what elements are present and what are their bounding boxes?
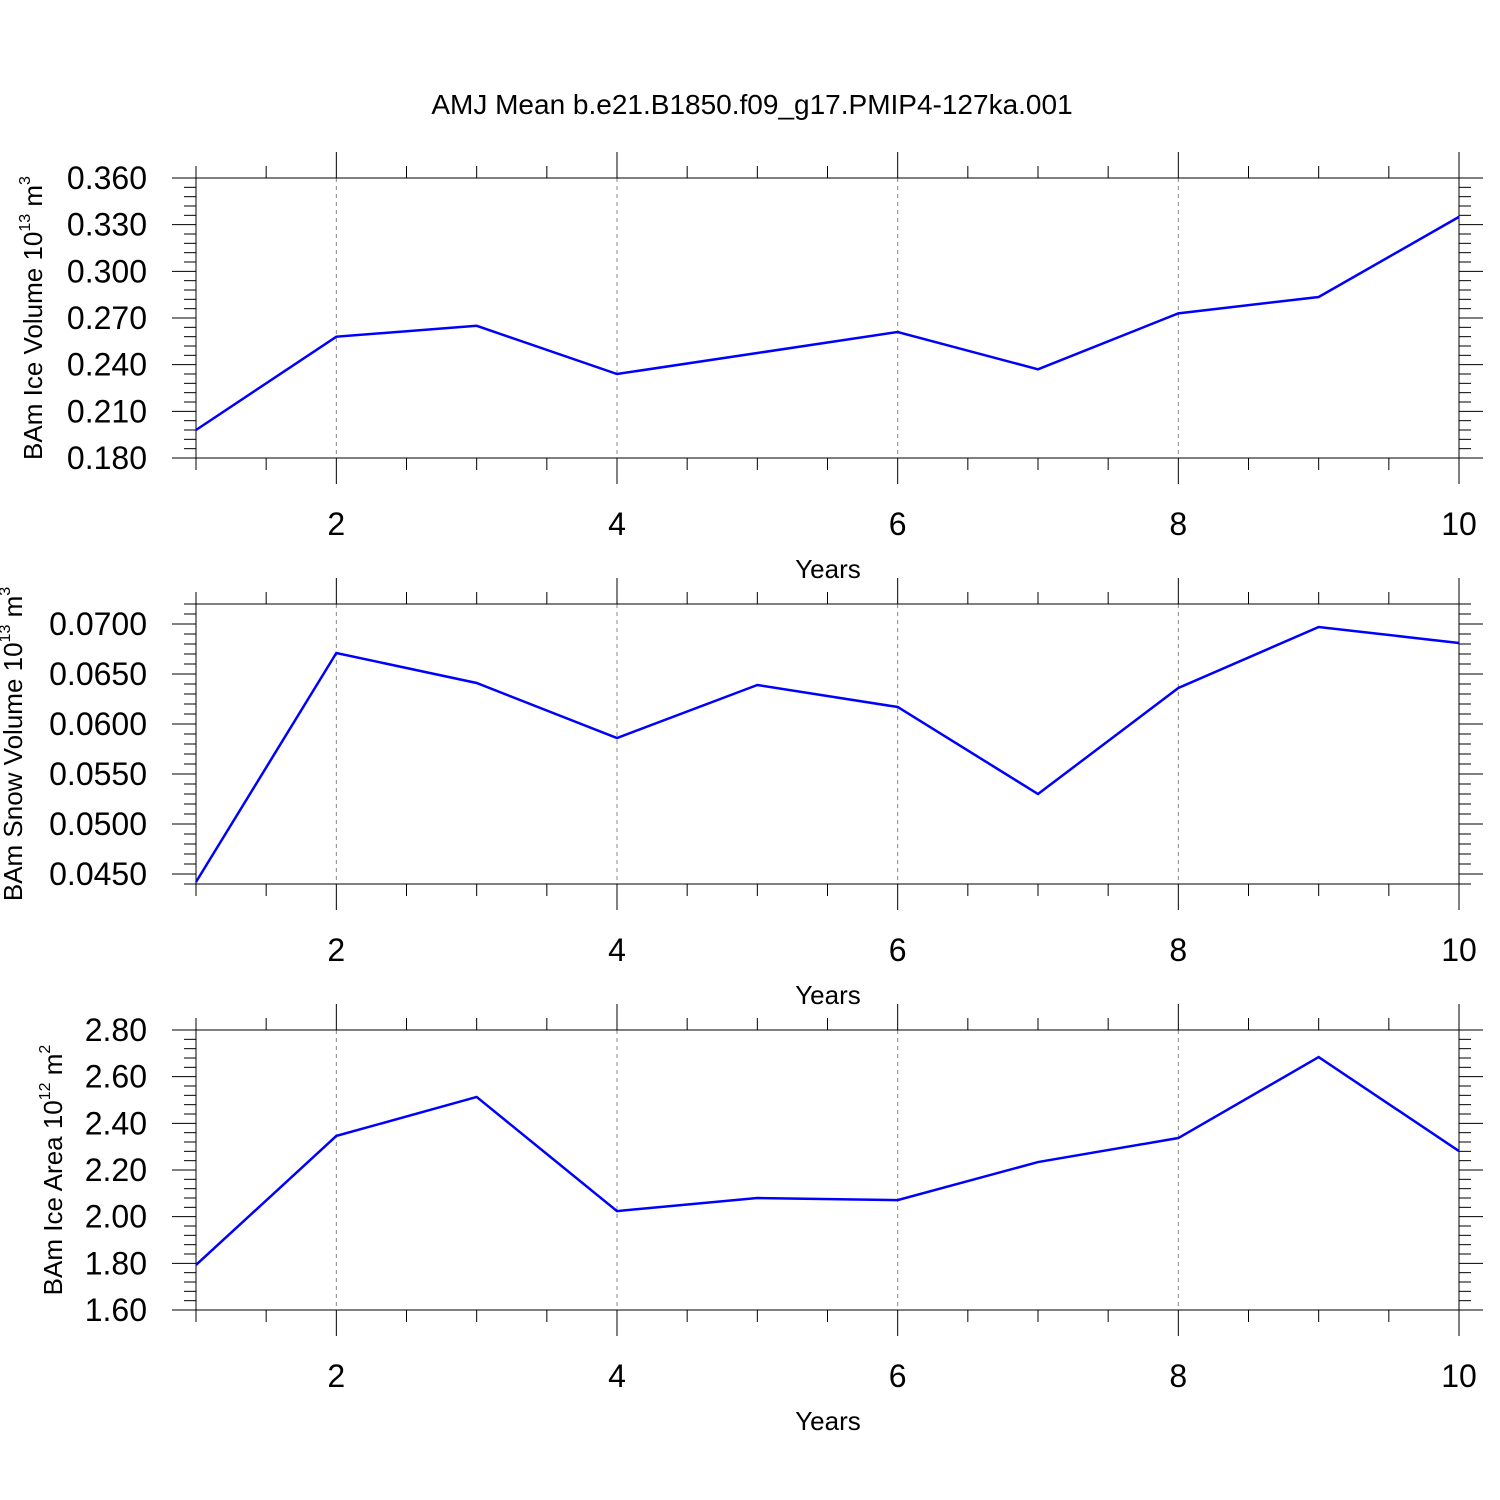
chart-title: AMJ Mean b.e21.B1850.f09_g17.PMIP4-127ka… <box>431 89 1072 120</box>
y-label-unit: m <box>18 185 48 214</box>
y-tick-label: 0.240 <box>67 347 147 383</box>
y-label-unit: m <box>0 596 28 625</box>
x-tick-label: 10 <box>1441 506 1477 542</box>
y-label-exponent: 13 <box>17 214 34 232</box>
x-tick-label: 10 <box>1441 932 1477 968</box>
y-label-unit-exponent: 3 <box>17 176 34 185</box>
y-label-unit: m <box>38 1054 68 1083</box>
x-tick-label: 4 <box>608 506 626 542</box>
x-tick-label: 4 <box>608 1358 626 1394</box>
y-axis-label: BAm Ice Area 1012 m2 <box>37 1045 68 1296</box>
y-tick-label: 0.0650 <box>49 656 147 692</box>
y-tick-label: 0.180 <box>67 440 147 476</box>
y-label-exponent: 13 <box>0 625 14 643</box>
data-line <box>194 625 1460 883</box>
x-tick-label: 2 <box>327 932 345 968</box>
data-line <box>195 1055 1460 1266</box>
plot-frame <box>195 1029 1460 1311</box>
y-tick-label: 2.40 <box>85 1105 147 1141</box>
y-tick-label: 0.360 <box>67 160 147 196</box>
y-tick-label: 0.0600 <box>49 706 147 742</box>
x-tick-label: 8 <box>1169 1358 1187 1394</box>
y-tick-label: 2.80 <box>85 1012 147 1048</box>
panel-2: 2 4 6 8 10 0.0450 0.0500 0.0550 0.0600 0.0650 0.07… <box>0 578 1483 1010</box>
y-label-exponent: 12 <box>37 1082 54 1100</box>
y-tick-label: 2.60 <box>85 1059 147 1095</box>
y-tick-label: 1.80 <box>85 1245 147 1281</box>
y-tick-label: 0.270 <box>67 300 147 336</box>
y-tick-label: 2.00 <box>85 1199 147 1235</box>
x-tick-label: 2 <box>327 1358 345 1394</box>
y-tick-label: 1.60 <box>85 1292 147 1328</box>
data-line <box>195 215 1460 432</box>
y-tick-label: 0.0700 <box>49 606 147 642</box>
panel-3: 2 4 6 8 10 1.60 1.80 2.00 2.20 2.40 2.60 2.80 Years B… <box>37 1004 1483 1436</box>
y-label-text: BAm Snow Volume 10 <box>0 642 28 901</box>
x-axis-label: Years <box>795 1406 861 1436</box>
y-axis-label: BAm Ice Volume 1013 m3 <box>17 176 48 460</box>
y-tick-label: 2.20 <box>85 1152 147 1188</box>
x-tick-label: 2 <box>327 506 345 542</box>
y-tick-label: 0.300 <box>67 253 147 289</box>
x-tick-label: 10 <box>1441 1358 1477 1394</box>
y-tick-label: 0.0550 <box>49 756 147 792</box>
x-tick-label: 8 <box>1169 932 1187 968</box>
y-axis-label: BAm Snow Volume 1013 m3 <box>0 587 28 901</box>
y-label-text: BAm Ice Area 10 <box>38 1100 68 1295</box>
x-tick-label: 4 <box>608 932 626 968</box>
y-tick-label: 0.0500 <box>49 806 147 842</box>
x-tick-label: 8 <box>1169 506 1187 542</box>
plot-frame <box>195 177 1460 459</box>
plot-frame <box>195 603 1460 885</box>
y-tick-label: 0.330 <box>67 207 147 243</box>
y-tick-label: 0.0450 <box>49 856 147 892</box>
y-label-unit-exponent: 3 <box>0 587 14 596</box>
x-tick-label: 6 <box>889 932 907 968</box>
x-axis-label: Years <box>795 980 861 1010</box>
x-tick-label: 6 <box>889 1358 907 1394</box>
y-label-unit-exponent: 2 <box>37 1045 54 1054</box>
y-tick-label: 0.210 <box>67 393 147 429</box>
y-label-text: BAm Ice Volume 10 <box>18 232 48 460</box>
x-axis-label: Years <box>795 554 861 584</box>
x-tick-label: 6 <box>889 506 907 542</box>
panel-1: 2 4 6 8 10 0.180 0.210 0.240 0.270 0.300 0.330 0.36… <box>17 152 1483 584</box>
